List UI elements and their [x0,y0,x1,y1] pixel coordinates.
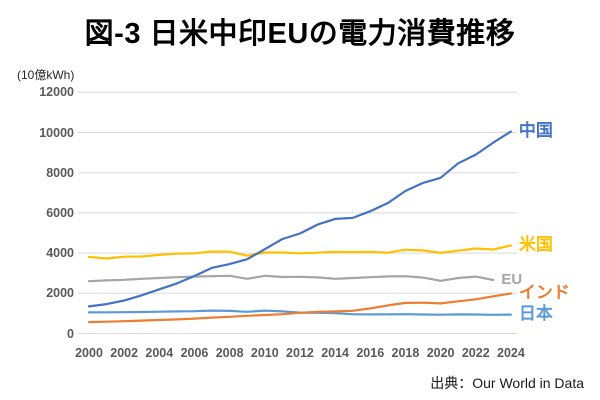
series-line-中国 [87,130,512,308]
series-label-インド: インド [518,283,570,302]
x-tick-2000: 2000 [75,346,103,360]
chart-title: 図-3 日米中印EUの電力消費推移 [84,18,516,50]
series-line-EU [87,274,495,283]
x-tick-2020: 2020 [426,346,455,360]
x-tick-2002: 2002 [110,346,139,360]
x-tick-2016: 2016 [356,346,385,360]
x-tick-2006: 2006 [180,346,209,360]
series-label-米国: 米国 [518,234,553,254]
x-tick-2004: 2004 [145,346,174,360]
series-label-中国: 中国 [518,120,553,140]
y-tick-4000: 4000 [46,246,74,261]
series-line-米国 [87,244,512,260]
series-line-インド [87,292,512,324]
x-tick-2012: 2012 [286,346,314,360]
x-tick-2010: 2010 [250,346,279,360]
x-tick-2022: 2022 [461,346,490,360]
y-tick-12000: 12000 [39,85,74,100]
y-tick-10000: 10000 [39,125,74,140]
y-tick-0: 0 [67,326,74,341]
x-tick-2008: 2008 [215,346,244,360]
series-label-日本: 日本 [518,304,553,324]
y-tick-2000: 2000 [46,286,74,301]
y-axis-unit-label: (10億kWh) [17,68,75,82]
x-tick-2024: 2024 [497,346,525,360]
y-tick-8000: 8000 [46,165,74,180]
series-label-EU: EU [501,271,523,289]
source-credit: 出典：Our World in Data [430,375,584,391]
x-tick-2014: 2014 [321,346,350,360]
y-tick-6000: 6000 [46,205,74,220]
x-tick-2018: 2018 [391,346,420,360]
